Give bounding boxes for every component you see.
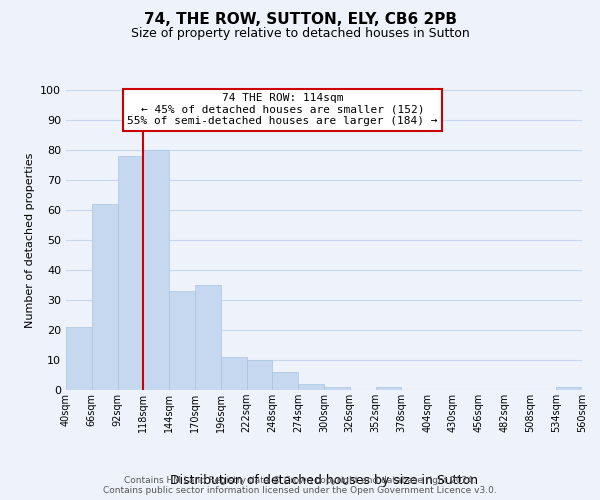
Y-axis label: Number of detached properties: Number of detached properties [25, 152, 35, 328]
X-axis label: Distribution of detached houses by size in Sutton: Distribution of detached houses by size … [170, 474, 478, 487]
Bar [143, 150, 169, 390]
Bar [92, 204, 118, 390]
Bar [376, 387, 401, 390]
Bar [556, 387, 582, 390]
Text: 74 THE ROW: 114sqm
← 45% of detached houses are smaller (152)
55% of semi-detach: 74 THE ROW: 114sqm ← 45% of detached hou… [127, 93, 438, 126]
Bar [169, 291, 195, 390]
Bar [66, 327, 92, 390]
Bar [247, 360, 272, 390]
Bar [195, 285, 221, 390]
Bar [324, 387, 350, 390]
Bar [118, 156, 143, 390]
Bar [298, 384, 324, 390]
Text: 74, THE ROW, SUTTON, ELY, CB6 2PB: 74, THE ROW, SUTTON, ELY, CB6 2PB [143, 12, 457, 28]
Text: Contains HM Land Registry data © Crown copyright and database right 2024.: Contains HM Land Registry data © Crown c… [124, 476, 476, 485]
Text: Contains public sector information licensed under the Open Government Licence v3: Contains public sector information licen… [103, 486, 497, 495]
Text: Size of property relative to detached houses in Sutton: Size of property relative to detached ho… [131, 28, 469, 40]
Bar [221, 357, 247, 390]
Bar [272, 372, 298, 390]
